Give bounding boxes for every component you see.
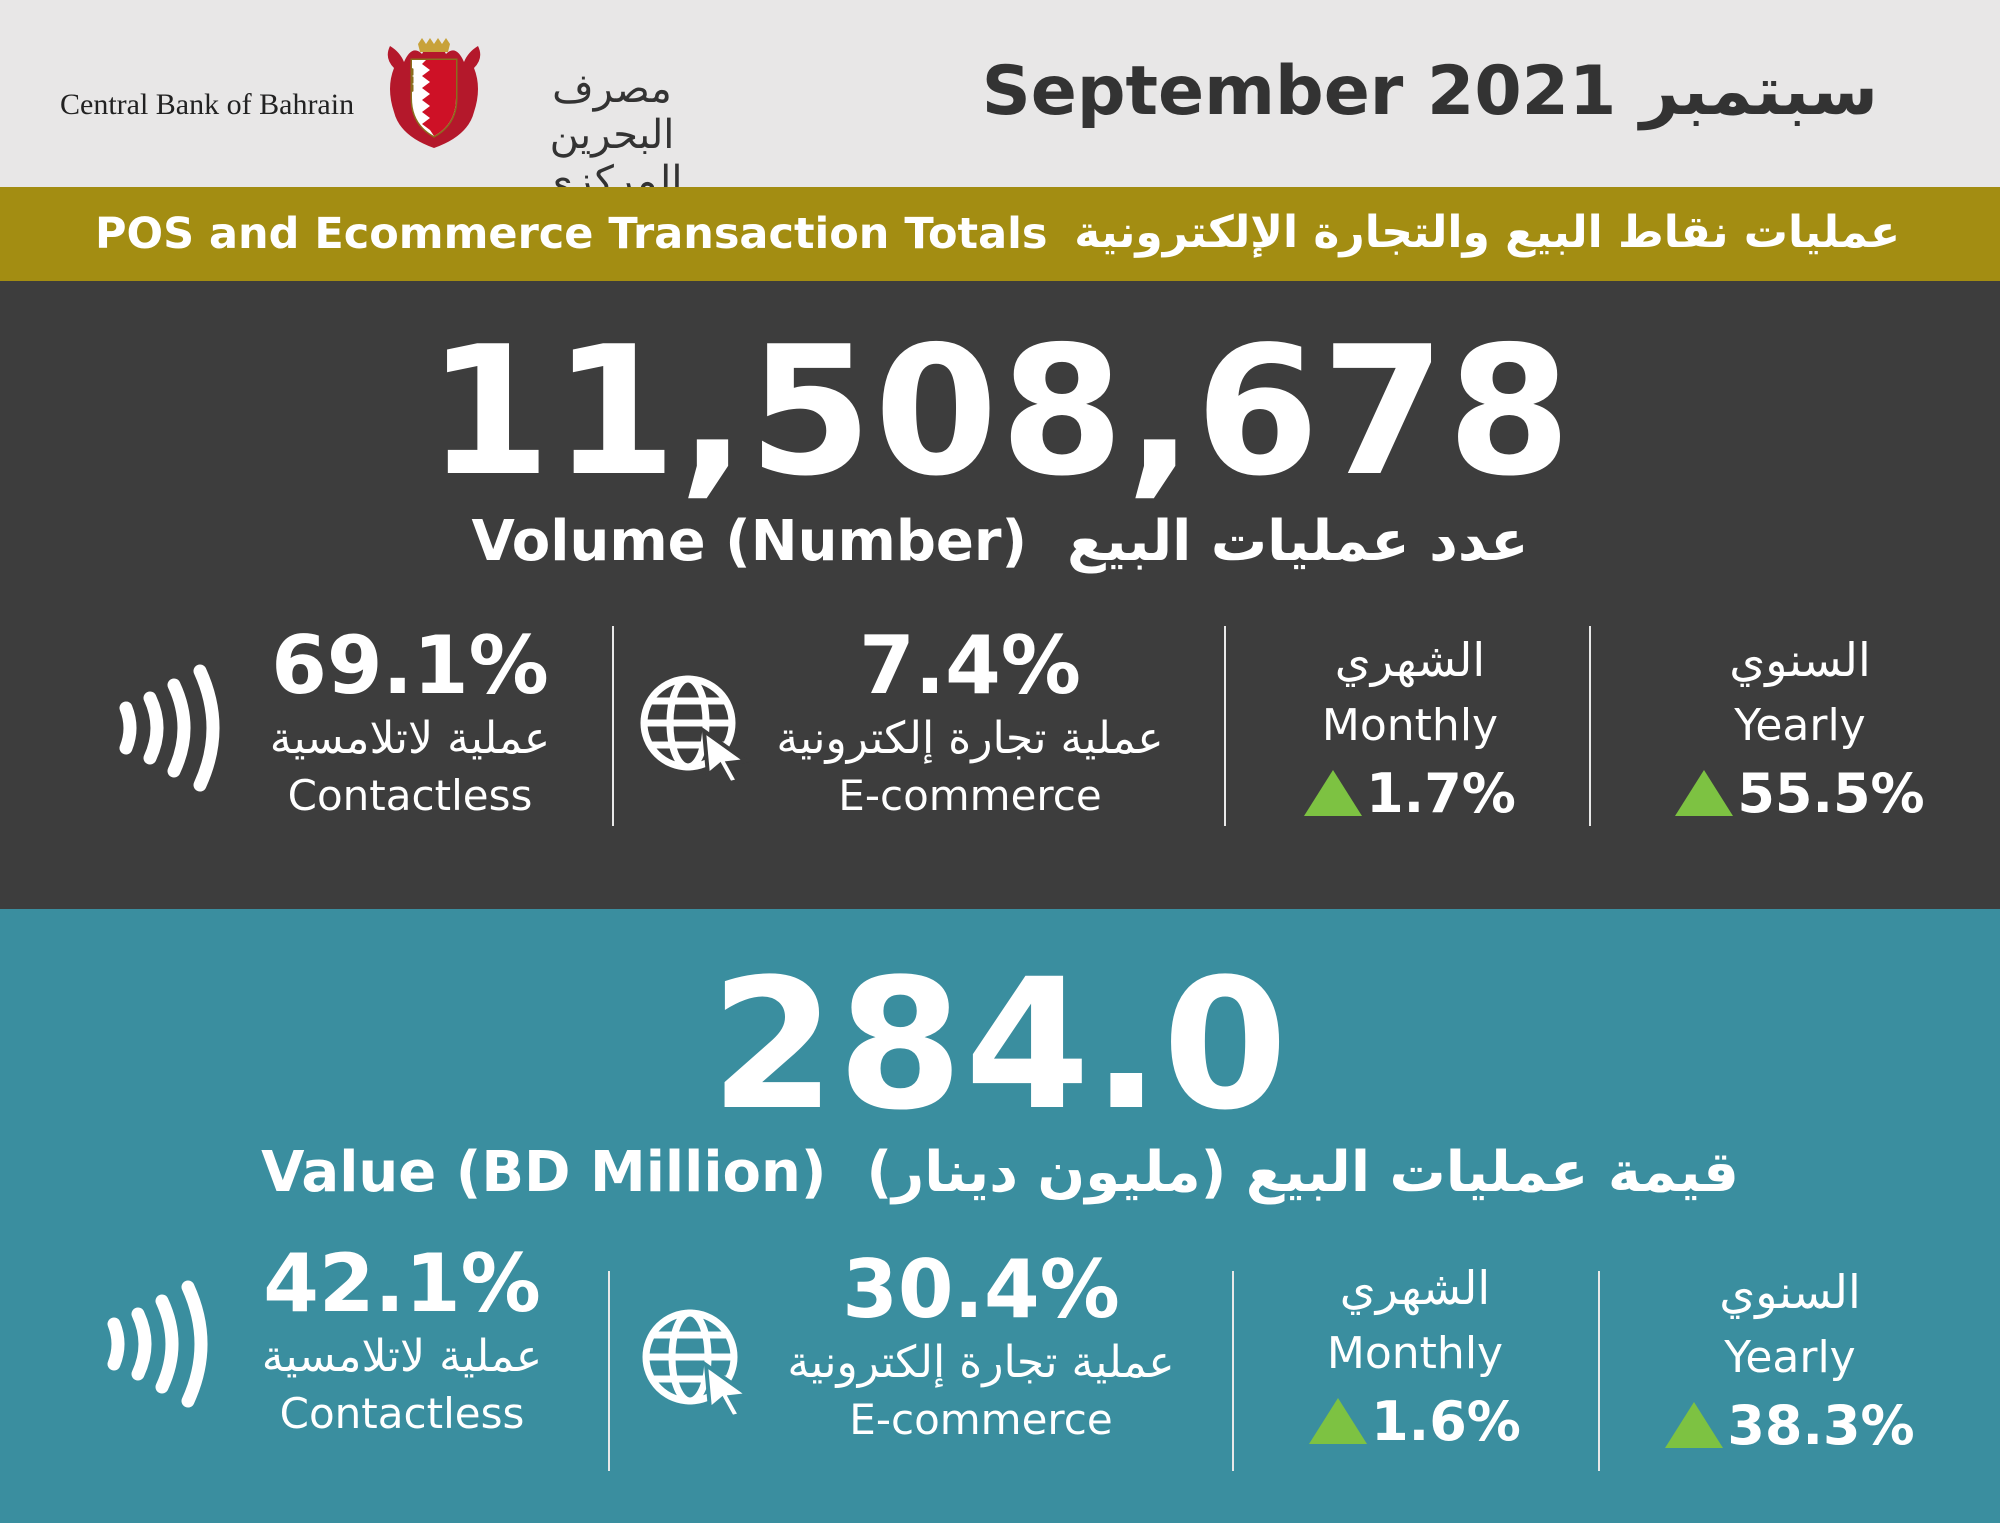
yearly-label-en: Yearly xyxy=(1724,1332,1856,1383)
section-band: POS and Ecommerce Transaction Totals عمل… xyxy=(0,187,2000,281)
volume-yearly: السنوي Yearly 55.5% xyxy=(1640,627,1960,829)
divider xyxy=(1224,626,1226,826)
up-triangle-icon xyxy=(1304,770,1363,816)
page-title: September 2021 سبتمبر xyxy=(981,52,1878,131)
ecommerce-label-ar: عملية تجارة إلكترونية xyxy=(787,1337,1175,1388)
value-ecommerce: 30.4% عملية تجارة إلكترونية E-commerce xyxy=(776,1245,1186,1449)
yearly-change-value: 38.3% xyxy=(1727,1394,1915,1457)
value-label-ar: قيمة عمليات البيع (مليون دينار) xyxy=(866,1140,1739,1205)
ecommerce-percent: 7.4% xyxy=(859,619,1081,712)
volume-ecommerce: 7.4% عملية تجارة إلكترونية E-commerce xyxy=(770,621,1170,825)
volume-monthly: الشهري Monthly 1.7% xyxy=(1270,627,1550,829)
contactless-label-en: Contactless xyxy=(287,771,533,820)
ecommerce-label-en: E-commerce xyxy=(838,771,1102,820)
monthly-change-value: 1.7% xyxy=(1366,762,1516,825)
monthly-change: 1.6% xyxy=(1270,1387,1560,1457)
band-title-ar: عمليات نقاط البيع والتجارة الإلكترونية xyxy=(1074,207,1900,258)
divider xyxy=(608,1271,610,1471)
yearly-label-en: Yearly xyxy=(1734,700,1866,751)
volume-label-en: Volume (Number) xyxy=(471,509,1028,574)
yearly-label-ar: السنوي xyxy=(1729,633,1871,687)
band-title-en: POS and Ecommerce Transaction Totals xyxy=(95,209,1048,259)
divider xyxy=(612,626,614,826)
volume-caption: Volume (Number) عدد عمليات البيع xyxy=(0,507,2000,577)
value-caption: Value (BD Million) قيمة عمليات البيع (ملي… xyxy=(0,1137,2000,1209)
divider xyxy=(1598,1271,1600,1471)
ecommerce-percent: 30.4% xyxy=(842,1243,1120,1336)
globe-cursor-icon xyxy=(640,675,752,783)
contactless-percent: 42.1% xyxy=(263,1237,541,1330)
ecommerce-label-en: E-commerce xyxy=(849,1395,1113,1444)
bank-name-en: Central Bank of Bahrain xyxy=(60,88,355,121)
yearly-change: 38.3% xyxy=(1640,1391,1940,1461)
volume-label-ar: عدد عمليات البيع xyxy=(1067,509,1529,574)
monthly-change: 1.7% xyxy=(1270,759,1550,829)
header: Central Bank of Bahrain مصرف البحرين الم… xyxy=(0,0,2000,204)
divider xyxy=(1232,1271,1234,1471)
contactless-label-ar: عملية لاتلامسية xyxy=(261,1331,543,1382)
yearly-change: 55.5% xyxy=(1640,759,1960,829)
contactless-icon xyxy=(119,664,220,792)
value-panel: 284.0 Value (BD Million) قيمة عمليات البي… xyxy=(0,909,2000,1523)
volume-contactless: 69.1% عملية لاتلامسية Contactless xyxy=(240,621,580,825)
bank-name-ar: مصرف البحرين المركزي xyxy=(541,66,683,204)
contactless-percent: 69.1% xyxy=(271,619,549,712)
yearly-change-value: 55.5% xyxy=(1737,762,1925,825)
volume-total: 11,508,678 xyxy=(426,308,1574,515)
value-monthly: الشهري Monthly 1.6% xyxy=(1270,1255,1560,1457)
monthly-label-ar: الشهري xyxy=(1334,633,1486,687)
monthly-label-en: Monthly xyxy=(1321,700,1499,751)
monthly-label-en: Monthly xyxy=(1326,1328,1504,1379)
monthly-label-ar: الشهري xyxy=(1339,1261,1491,1315)
contactless-label-en: Contactless xyxy=(279,1389,525,1438)
contactless-icon xyxy=(107,1280,208,1408)
contactless-label-ar: عملية لاتلامسية xyxy=(269,713,551,764)
value-total: 284.0 xyxy=(710,941,1290,1150)
value-contactless: 42.1% عملية لاتلامسية Contactless xyxy=(232,1239,572,1443)
globe-cursor-icon xyxy=(642,1309,754,1417)
volume-panel: 11,508,678 Volume (Number) عدد عمليات الب… xyxy=(0,281,2000,909)
value-yearly: السنوي Yearly 38.3% xyxy=(1640,1259,1940,1461)
monthly-change-value: 1.6% xyxy=(1371,1390,1521,1453)
yearly-label-ar: السنوي xyxy=(1719,1265,1861,1319)
up-triangle-icon xyxy=(1665,1402,1724,1448)
up-triangle-icon xyxy=(1309,1398,1368,1444)
ecommerce-label-ar: عملية تجارة إلكترونية xyxy=(776,713,1164,764)
up-triangle-icon xyxy=(1675,770,1734,816)
divider xyxy=(1589,626,1591,826)
value-label-en: Value (BD Million) xyxy=(261,1140,827,1205)
bahrain-crest-icon xyxy=(387,38,481,148)
